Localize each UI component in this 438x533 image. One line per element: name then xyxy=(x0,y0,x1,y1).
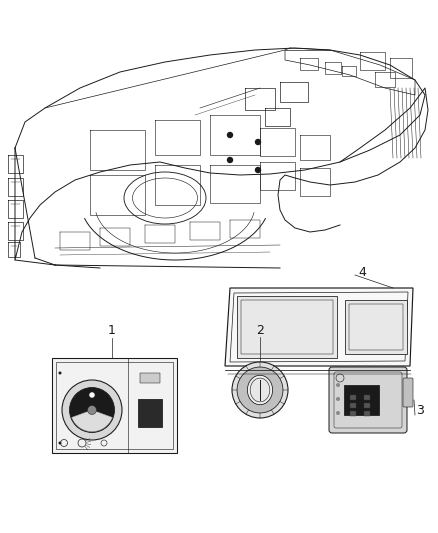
Ellipse shape xyxy=(247,375,272,405)
Text: 4: 4 xyxy=(358,265,366,279)
Circle shape xyxy=(255,167,261,173)
Text: 1: 1 xyxy=(108,324,116,336)
Circle shape xyxy=(255,140,261,144)
Circle shape xyxy=(59,441,61,445)
Circle shape xyxy=(88,406,96,415)
Circle shape xyxy=(336,411,340,415)
Circle shape xyxy=(232,362,288,418)
Circle shape xyxy=(336,397,340,401)
Bar xyxy=(344,385,379,415)
Ellipse shape xyxy=(250,378,270,402)
FancyBboxPatch shape xyxy=(329,367,407,433)
Bar xyxy=(349,304,403,350)
Bar xyxy=(350,411,356,416)
FancyBboxPatch shape xyxy=(403,378,413,407)
Circle shape xyxy=(89,392,95,398)
Bar xyxy=(237,296,337,358)
Wedge shape xyxy=(72,410,112,432)
Circle shape xyxy=(237,367,283,413)
Bar xyxy=(56,362,173,449)
Text: 2: 2 xyxy=(256,324,264,336)
Circle shape xyxy=(227,157,233,163)
Circle shape xyxy=(70,387,114,432)
Bar xyxy=(138,399,162,427)
Bar xyxy=(364,395,370,400)
Bar xyxy=(140,373,160,383)
Polygon shape xyxy=(225,288,413,366)
Circle shape xyxy=(62,380,122,440)
Circle shape xyxy=(336,383,340,387)
Bar xyxy=(241,300,333,354)
Circle shape xyxy=(227,133,233,138)
Bar xyxy=(350,403,356,408)
Bar xyxy=(364,403,370,408)
Circle shape xyxy=(59,372,61,375)
Bar xyxy=(52,358,177,453)
Bar xyxy=(345,300,407,354)
Bar xyxy=(350,395,356,400)
Text: 3: 3 xyxy=(416,403,424,416)
Bar xyxy=(364,411,370,416)
